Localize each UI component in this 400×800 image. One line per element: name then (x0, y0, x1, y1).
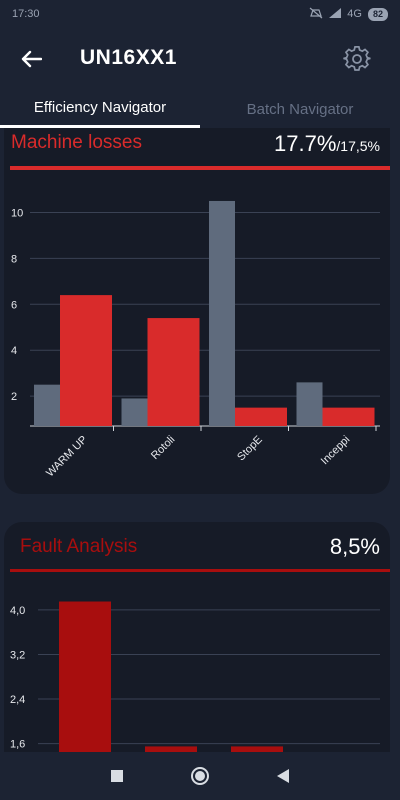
machine-losses-title: Machine losses (11, 132, 142, 153)
x-tick-label: StopE (235, 434, 265, 464)
bar[interactable] (147, 318, 200, 426)
x-tick-label: Rotoli (149, 434, 177, 462)
tab-efficiency-navigator[interactable]: Efficiency Navigator (0, 90, 200, 128)
y-tick-label: 1,6 (10, 739, 25, 751)
home-button[interactable] (188, 764, 212, 788)
y-tick-label: 10 (11, 207, 23, 219)
settings-button[interactable] (340, 42, 374, 76)
y-tick-label: 3,2 (10, 649, 25, 661)
machine-losses-percent: 17.7% (274, 131, 337, 156)
bar[interactable] (59, 601, 111, 752)
x-tick-label: Inceppi (319, 434, 353, 468)
status-bar: 17:30 4G 82 (0, 0, 400, 28)
y-tick-label: 8 (11, 253, 17, 265)
machine-losses-chart: 2 4 6 8 10 WARM UP Rotoli StopE Inceppi (11, 200, 380, 480)
machine-losses-value: 17.7%/17,5% (274, 131, 380, 157)
mute-icon (309, 7, 323, 22)
app-bar: UN16XX1 (0, 28, 400, 90)
page-title: UN16XX1 (80, 46, 177, 69)
bar[interactable] (60, 295, 112, 426)
bar[interactable] (231, 746, 283, 752)
square-icon (111, 770, 123, 782)
tab-bar: Efficiency Navigator Batch Navigator (0, 90, 400, 128)
back-button[interactable] (14, 42, 48, 76)
signal-icon (329, 7, 342, 21)
fault-analysis-title: Fault Analysis (20, 536, 138, 557)
fault-analysis-divider (10, 569, 390, 572)
fault-analysis-chart: 4,0 3,2 2,4 1,6 (10, 601, 380, 752)
y-tick-label: 6 (11, 299, 17, 311)
y-tick-label: 2 (11, 391, 17, 403)
bar[interactable] (34, 384, 60, 426)
back-nav-button[interactable] (270, 764, 294, 788)
arrow-left-icon (21, 50, 42, 68)
bar[interactable] (121, 398, 148, 426)
bar[interactable] (296, 382, 323, 426)
system-nav-bar (0, 752, 400, 800)
machine-losses-divider (10, 166, 390, 170)
machine-losses-target: /17,5% (336, 138, 380, 154)
bar[interactable] (322, 407, 375, 426)
tab-batch-navigator[interactable]: Batch Navigator (246, 100, 354, 118)
circle-icon (191, 767, 209, 785)
bar[interactable] (209, 200, 235, 426)
x-tick-label: WARM UP (44, 434, 90, 480)
status-icons: 4G 82 (309, 7, 388, 22)
status-time: 17:30 (12, 8, 40, 20)
y-tick-label: 4 (11, 345, 17, 357)
bar[interactable] (235, 407, 287, 426)
fault-analysis-value: 8,5% (329, 534, 380, 559)
machine-losses-card[interactable]: Machine losses 17.7%/17,5% 2 4 6 8 10 WARM UP… (4, 128, 390, 494)
bar[interactable] (145, 746, 197, 752)
recents-button[interactable] (105, 764, 129, 788)
fault-analysis-card[interactable]: Fault Analysis 8,5% 4,0 3,2 2,4 1,6 (4, 522, 390, 762)
network-type: 4G (347, 8, 362, 20)
y-tick-label: 4,0 (10, 605, 25, 617)
gear-icon (343, 46, 371, 71)
battery-icon: 82 (367, 7, 388, 21)
triangle-left-icon (277, 769, 289, 783)
y-tick-label: 2,4 (10, 694, 25, 706)
